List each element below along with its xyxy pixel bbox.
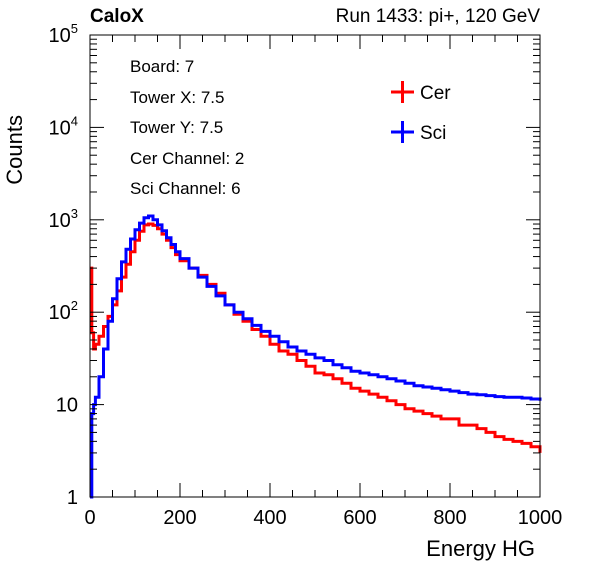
x-tick-label: 600 [343, 507, 376, 529]
series-layer [90, 214, 542, 499]
info-cer-channel: Cer Channel: 2 [130, 148, 245, 168]
series-line-cer [90, 222, 542, 453]
info-sci-channel: Sci Channel: 6 [130, 179, 241, 198]
series-line-sci [90, 214, 542, 499]
legend-label: Sci [420, 123, 446, 144]
brand-label: CaloX [90, 6, 144, 27]
y-tick-label: 104 [49, 113, 78, 139]
y-tick-label: 103 [49, 206, 78, 232]
legend-item-sci: Sci [391, 121, 446, 144]
info-box: Board: 7 Tower X: 7.5 Tower Y: 7.5 Cer C… [130, 52, 244, 205]
info-tower-x: Tower X: 7.5 [130, 87, 225, 107]
legend-item-cer: Cer [391, 81, 451, 104]
x-tick-label: 1000 [518, 507, 563, 529]
legend: Cer Sci [391, 81, 451, 144]
y-tick-label: 105 [49, 21, 78, 47]
x-tick-label: 800 [433, 507, 466, 529]
y-axis-label: Counts [2, 115, 27, 185]
x-tick-label: 400 [253, 507, 286, 529]
y-tick-label: 10 [56, 395, 78, 417]
info-tower-y: Tower Y: 7.5 [130, 118, 224, 137]
info-board: Board: 7 [130, 57, 195, 76]
legend-label: Cer [420, 83, 451, 104]
axes-layer: 0 200 400 600 800 1000 1 10 102 103 104 105 [49, 21, 563, 529]
y-tick-label: 102 [49, 298, 78, 324]
x-axis-label: Energy HG [426, 536, 535, 561]
y-tick-label: 1 [67, 487, 78, 509]
x-tick-label: 0 [84, 507, 95, 529]
run-info-label: Run 1433: pi+, 120 GeV [335, 6, 540, 27]
x-tick-label: 200 [163, 507, 196, 529]
